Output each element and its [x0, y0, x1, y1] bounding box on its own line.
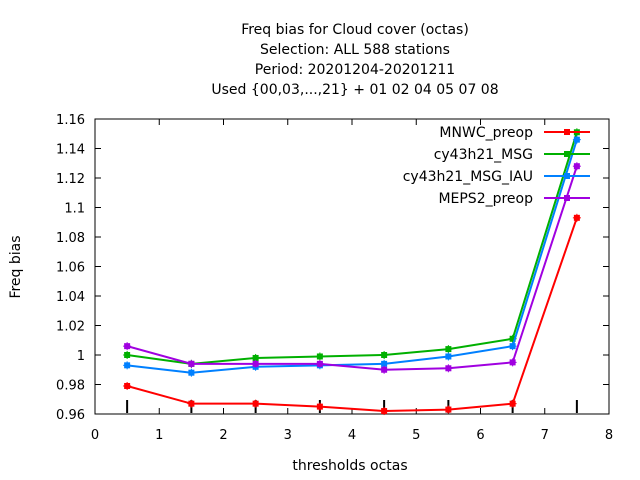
y-tick-label: 0.98: [56, 379, 85, 394]
series-line: [126, 131, 578, 365]
x-tick-label: 3: [284, 428, 292, 443]
x-tick-label: 2: [219, 428, 227, 443]
y-tick-label: 1: [77, 349, 85, 364]
y-tick-label: 1.16: [56, 113, 85, 128]
x-tick-label: 8: [605, 428, 613, 443]
x-axis-label: thresholds octas: [292, 458, 407, 474]
y-tick-label: 0.96: [56, 408, 85, 423]
x-tick-label: 0: [91, 428, 99, 443]
y-tick-label: 1.1: [64, 202, 85, 217]
legend-marker-meps2-preop: [564, 195, 570, 201]
legend-label-cy43h21-msg-iau: cy43h21_MSG_IAU: [403, 169, 533, 185]
legend-marker-cy43h21-msg: [564, 151, 570, 157]
data-series: [123, 128, 581, 416]
title-line-2: Selection: ALL 588 stations: [260, 42, 450, 58]
legend-label-cy43h21-msg: cy43h21_MSG: [434, 147, 533, 163]
legend-label-meps2-preop: MEPS2_preop: [438, 191, 533, 207]
x-tick-label: 1: [155, 428, 163, 443]
legend-marker-cy43h21-msg-iau: [564, 173, 570, 179]
title-line-4: Used {00,03,...,21} + 01 02 04 05 07 08: [211, 82, 498, 98]
series-meps2-preop: [123, 162, 581, 374]
title-line-1: Freq bias for Cloud cover (octas): [241, 22, 469, 38]
series-line: [126, 165, 578, 371]
y-axis-label: Freq bias: [8, 235, 24, 298]
x-tick-label: 6: [476, 428, 484, 443]
x-tick-label: 4: [348, 428, 356, 443]
series-cy43h21-msg: [123, 128, 581, 368]
x-tick-label: 7: [541, 428, 549, 443]
legend: MNWC_preop cy43h21_MSG cy43h21_MSG_IAU MEPS…: [403, 125, 590, 207]
series-line: [127, 139, 578, 374]
y-tick-label: 1.06: [56, 261, 85, 276]
y-tick-label: 1.02: [56, 320, 85, 335]
legend-marker-mnwc-preop: [564, 129, 570, 135]
y-tick-label: 1.14: [56, 143, 85, 158]
legend-label-mnwc-preop: MNWC_preop: [439, 125, 533, 141]
y-tick-label: 1.08: [56, 231, 85, 246]
y-tick-label: 1.04: [56, 290, 85, 305]
x-tick-label: 5: [412, 428, 420, 443]
y-tick-label: 1.12: [56, 172, 85, 187]
title-line-3: Period: 20201204-20201211: [255, 62, 455, 78]
axis-ticks: 0 1 2 3 4 5 6 7 8 0.96 0.98 1 1.02 1.04 1.06 1.08 1.1 1.1…: [56, 113, 613, 443]
chart-title: Freq bias for Cloud cover (octas) Select…: [211, 22, 498, 98]
series-mnwc-preop: [123, 213, 581, 416]
series-line: [126, 217, 578, 413]
